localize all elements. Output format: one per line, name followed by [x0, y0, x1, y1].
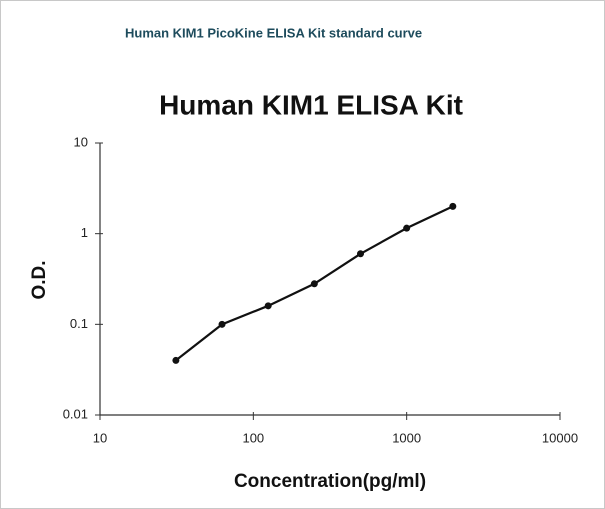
- x-tick-label: 10000: [542, 430, 578, 445]
- data-point: [310, 280, 318, 288]
- data-point: [403, 224, 411, 232]
- data-point: [172, 356, 180, 364]
- y-tick-label: 10: [74, 134, 88, 149]
- data-point: [357, 250, 365, 258]
- x-tick-label: 1000: [392, 430, 421, 445]
- page-header: Human KIM1 PicoKine ELISA Kit standard c…: [125, 25, 422, 40]
- y-tick-label: 1: [81, 225, 88, 240]
- data-point: [218, 320, 226, 328]
- x-axis-label: Concentration(pg/ml): [234, 471, 426, 492]
- data-point: [264, 302, 272, 310]
- x-tick-label: 10: [93, 430, 107, 445]
- y-tick-label: 0.01: [63, 406, 88, 421]
- y-axis-label: O.D.: [29, 260, 50, 299]
- y-tick-label: 0.1: [70, 316, 88, 331]
- data-point: [449, 202, 457, 210]
- x-tick-label: 100: [242, 430, 264, 445]
- chart-title: Human KIM1 ELISA Kit: [159, 89, 463, 120]
